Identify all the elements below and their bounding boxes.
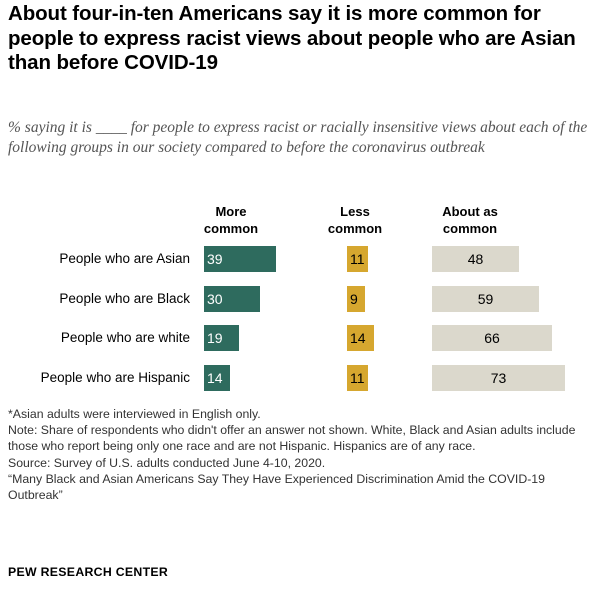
bar-more-common-people-who-are-asian bbox=[204, 246, 276, 272]
row-label-people-who-are-hispanic: People who are Hispanic bbox=[40, 370, 190, 385]
chart-title: About four-in-ten Americans say it is mo… bbox=[8, 2, 576, 74]
value-label-less-common-people-who-are-asian: 11 bbox=[350, 251, 365, 267]
value-label-less-common-people-who-are-white: 14 bbox=[350, 330, 366, 346]
bar-about-as-common-people-who-are-asian bbox=[432, 246, 519, 272]
note-report-title: “Many Black and Asian Americans Say They… bbox=[8, 471, 545, 503]
value-label-more-common-people-who-are-white: 19 bbox=[207, 330, 223, 346]
note-share: Note: Share of respondents who didn't of… bbox=[8, 423, 576, 454]
bar-about-as-common-people-who-are-hispanic bbox=[432, 365, 565, 391]
value-label-about-as-common-people-who-are-hispanic: 73 bbox=[490, 370, 507, 386]
bar-less-common-people-who-are-asian bbox=[347, 246, 368, 272]
value-label-more-common-people-who-are-asian: 39 bbox=[207, 251, 223, 267]
bar-about-as-common-people-who-are-white bbox=[432, 325, 552, 351]
bar-more-common-people-who-are-white bbox=[204, 325, 239, 351]
column-header-about-as-common: About as common bbox=[442, 204, 498, 236]
bar-about-as-common-people-who-are-black bbox=[432, 286, 539, 312]
note-source: Source: Survey of U.S. adults conducted … bbox=[8, 455, 326, 470]
column-header-less-common: Less common bbox=[327, 204, 383, 236]
bar-more-common-people-who-are-hispanic bbox=[204, 365, 230, 391]
note-asian-adults: *Asian adults were interviewed in Englis… bbox=[8, 407, 261, 421]
value-label-more-common-people-who-are-hispanic: 14 bbox=[207, 370, 223, 386]
row-label-people-who-are-white: People who are white bbox=[60, 330, 190, 345]
value-label-more-common-people-who-are-black: 30 bbox=[207, 291, 223, 307]
bar-less-common-people-who-are-black bbox=[347, 286, 365, 312]
value-label-less-common-people-who-are-black: 9 bbox=[350, 291, 358, 307]
notes-block: *Asian adults were interviewed in Englis… bbox=[8, 406, 593, 503]
value-label-less-common-people-who-are-hispanic: 11 bbox=[350, 370, 365, 386]
chart-subtitle: % saying it is ____ for people to expres… bbox=[8, 119, 588, 156]
bar-less-common-people-who-are-white bbox=[347, 325, 374, 351]
row-label-people-who-are-asian: People who are Asian bbox=[59, 251, 190, 266]
footer-brand: PEW RESEARCH CENTER bbox=[8, 565, 169, 579]
value-label-about-as-common-people-who-are-black: 59 bbox=[477, 291, 494, 307]
value-label-about-as-common-people-who-are-white: 66 bbox=[484, 330, 500, 346]
column-header-more-common: More common bbox=[203, 204, 259, 236]
bar-less-common-people-who-are-hispanic bbox=[347, 365, 368, 391]
bar-more-common-people-who-are-black bbox=[204, 286, 260, 312]
row-label-people-who-are-black: People who are Black bbox=[59, 291, 190, 306]
value-label-about-as-common-people-who-are-asian: 48 bbox=[467, 251, 484, 267]
